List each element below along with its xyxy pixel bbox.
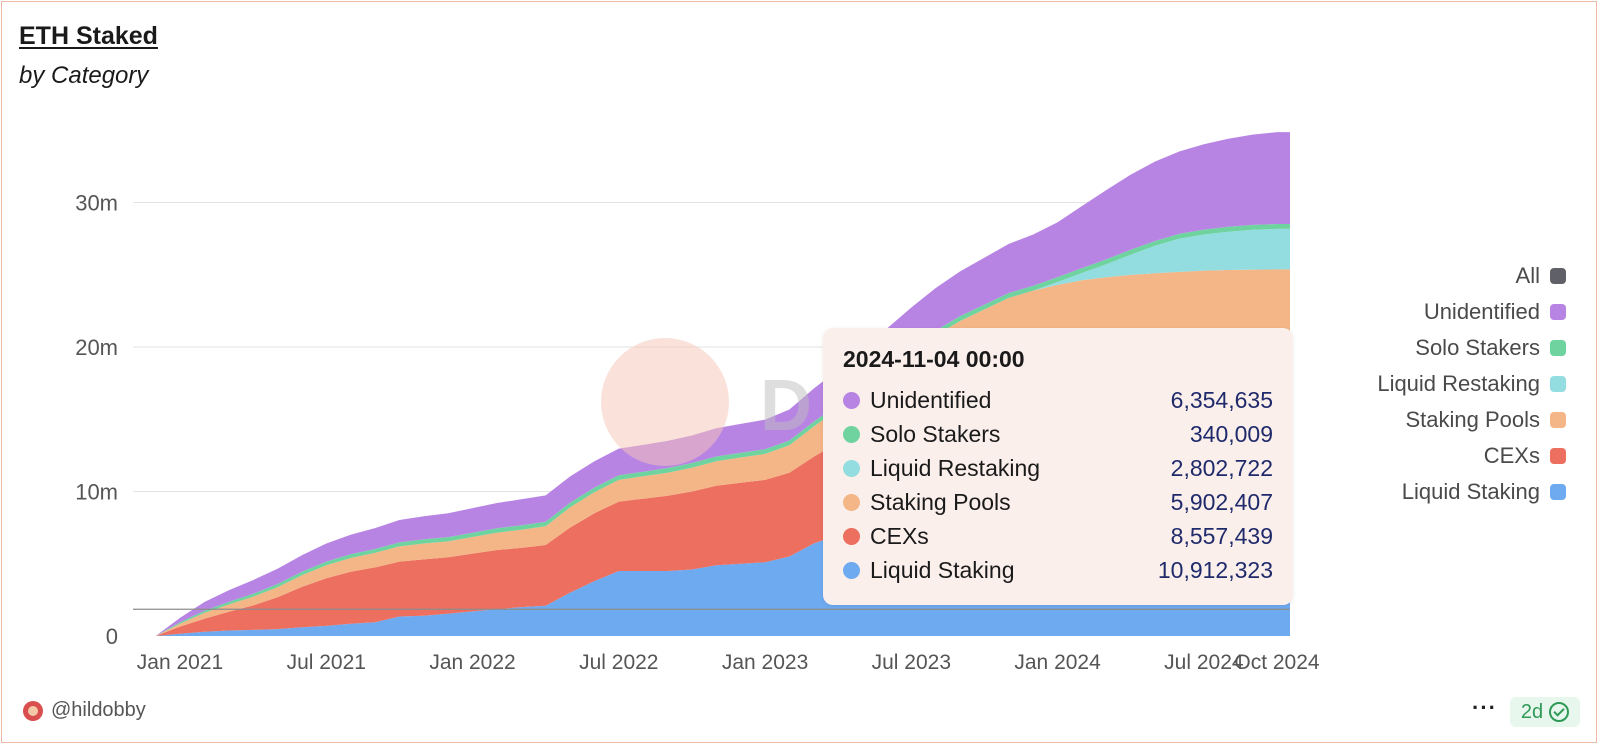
tooltip-series-name: Unidentified [870, 386, 992, 413]
tooltip-timestamp: 2024-11-04 00:00 [843, 346, 1025, 372]
legend-item[interactable]: Liquid Staking [1377, 474, 1566, 510]
tooltip-dot [843, 425, 860, 443]
legend-item[interactable]: Unidentified [1377, 294, 1566, 330]
check-circle-icon [1549, 702, 1570, 722]
area-unidentified[interactable] [155, 132, 1291, 636]
tooltip-series-name: CEXs [870, 522, 929, 549]
avatar [23, 700, 43, 721]
legend-swatch [1550, 484, 1566, 500]
tooltip-series-value: 5,902,407 [1170, 488, 1273, 515]
watermark-letter: D [760, 366, 812, 446]
x-tick-label: Jan 2021 [137, 651, 223, 674]
tooltip-series-name: Liquid Staking [870, 556, 1015, 583]
x-tick-label: Jul 2024 [1164, 651, 1244, 674]
x-tick-label: Jul 2021 [287, 651, 366, 674]
tooltip-series-value: 10,912,323 [1157, 556, 1273, 583]
tooltip-row: Liquid Restaking 2,802,722 [843, 451, 1273, 485]
y-tick-label: 30m [75, 191, 118, 216]
x-tick-label: Jul 2022 [579, 651, 658, 674]
tooltip-series-value: 6,354,635 [1170, 386, 1273, 413]
refresh-interval: 2d [1520, 700, 1544, 723]
watermark: D [601, 338, 812, 466]
tooltip-row: Staking Pools 5,902,407 [843, 485, 1273, 519]
legend-swatch [1550, 448, 1566, 464]
legend-item[interactable]: Staking Pools [1377, 402, 1566, 438]
legend-label: All [1515, 263, 1540, 288]
legend-label: Liquid Staking [1401, 479, 1540, 504]
tooltip-dot [843, 527, 860, 545]
author-link[interactable]: @hildobby [23, 699, 146, 722]
tooltip-series-value: 340,009 [1189, 420, 1273, 447]
legend-item[interactable]: Solo Stakers [1377, 330, 1566, 366]
tooltip-series-name: Solo Stakers [870, 420, 1001, 447]
tooltip-dot [843, 561, 860, 579]
chart-legend: All Unidentified Solo Stakers Liquid Restak… [1377, 258, 1566, 510]
tooltip-row: Unidentified 6,354,635 [843, 383, 1273, 417]
author-name[interactable]: @hildobby [51, 699, 146, 721]
legend-swatch [1550, 268, 1566, 284]
legend-item[interactable]: CEXs [1377, 438, 1566, 474]
tooltip-dot [843, 391, 860, 409]
legend-label: Liquid Restaking [1377, 371, 1540, 396]
chart-tooltip: 2024-11-04 00:00 Unidentified 6,354,635 So… [823, 328, 1293, 605]
tooltip-row: Solo Stakers 340,009 [843, 417, 1273, 451]
legend-item[interactable]: All [1377, 258, 1566, 294]
area-liquid-restaking[interactable] [155, 228, 1291, 636]
legend-swatch [1550, 340, 1566, 356]
legend-swatch [1550, 412, 1566, 428]
x-tick-label: Jan 2023 [722, 651, 808, 674]
tooltip-dot [843, 459, 860, 477]
tooltip-row: CEXs 8,557,439 [843, 519, 1273, 553]
more-options-icon[interactable]: ··· [1472, 695, 1497, 720]
chart-subtitle: by Category [19, 62, 149, 89]
y-tick-label: 0 [106, 624, 118, 649]
tooltip-row: Liquid Staking 10,912,323 [843, 553, 1273, 587]
legend-label: Staking Pools [1405, 407, 1540, 432]
y-tick-label: 10m [75, 480, 118, 505]
watermark-circle [601, 338, 729, 466]
legend-swatch [1550, 376, 1566, 392]
legend-swatch [1550, 304, 1566, 320]
tooltip-series-name: Staking Pools [870, 488, 1011, 515]
tooltip-series-name: Liquid Restaking [870, 454, 1041, 481]
legend-label: Solo Stakers [1415, 335, 1540, 360]
x-tick-label: Jan 2022 [429, 651, 515, 674]
legend-label: Unidentified [1423, 299, 1540, 324]
x-tick-label: Oct 2024 [1234, 651, 1320, 674]
y-tick-label: 20m [75, 335, 118, 360]
legend-label: CEXs [1483, 443, 1540, 468]
x-tick-label: Jan 2024 [1014, 651, 1101, 674]
tooltip-series-value: 8,557,439 [1170, 522, 1273, 549]
refresh-badge[interactable]: 2d [1510, 697, 1580, 727]
legend-item[interactable]: Liquid Restaking [1377, 366, 1566, 402]
tooltip-dot [843, 493, 860, 511]
tooltip-series-value: 2,802,722 [1170, 454, 1273, 481]
chart-title[interactable]: ETH Staked [19, 22, 158, 50]
x-tick-label: Jul 2023 [872, 651, 951, 674]
